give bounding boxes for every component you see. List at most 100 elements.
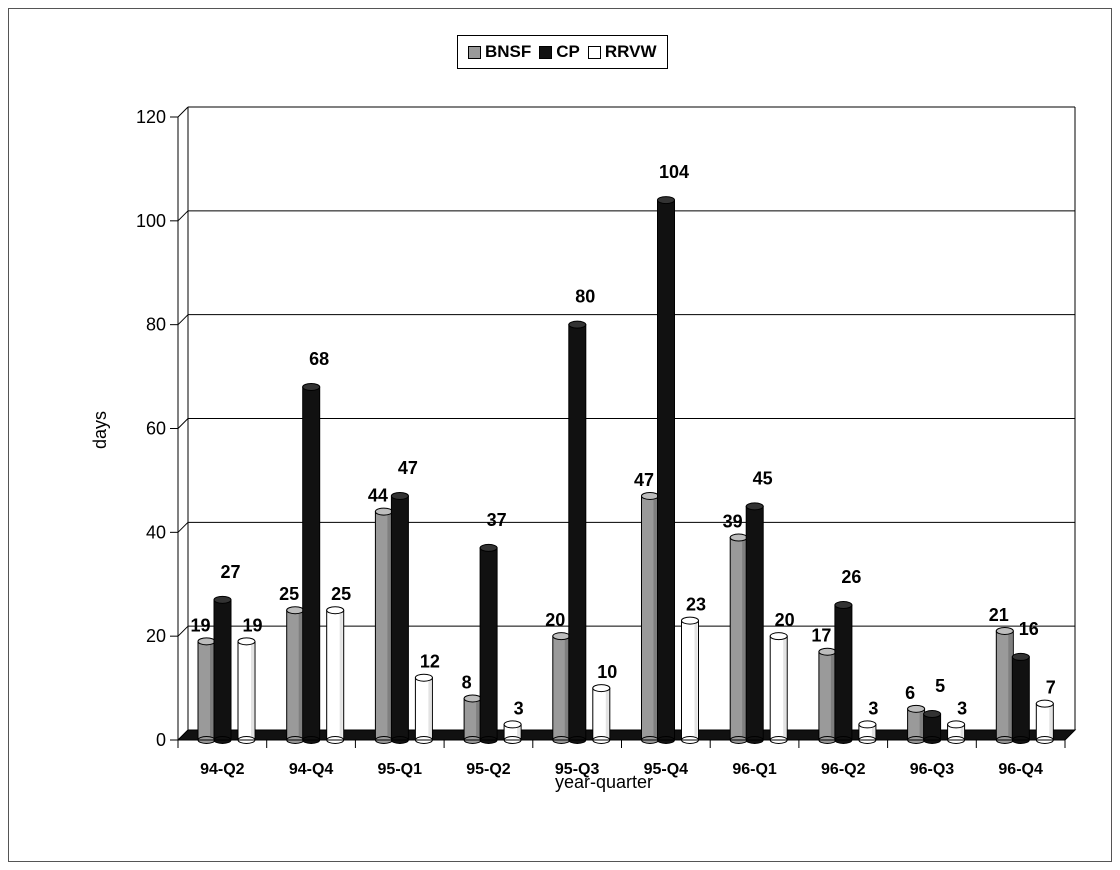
data-label-bnsf-94-Q4: 25 xyxy=(279,584,299,604)
bar-cp-95-Q3 xyxy=(568,320,587,744)
data-label-cp-96-Q3: 5 xyxy=(935,676,945,696)
y-tick-label-80: 80 xyxy=(146,315,166,335)
x-tick-label-95-Q4: 95-Q4 xyxy=(644,761,689,778)
data-label-rrvw-95-Q1: 12 xyxy=(420,652,440,672)
side-tick-60 xyxy=(177,418,189,429)
bar-cap xyxy=(1011,652,1030,661)
bar-cap xyxy=(657,196,675,205)
bar-cp-96-Q1 xyxy=(745,502,764,744)
bar-shade xyxy=(517,724,521,740)
bar-cap xyxy=(568,320,587,329)
chart-frame: BNSF CP RRVW xyxy=(8,8,1112,862)
bar-bnsf-94-Q2 xyxy=(197,637,216,744)
bar-bnsf-95-Q3 xyxy=(552,632,571,744)
bar-shade xyxy=(387,511,392,740)
bar-cap xyxy=(463,694,482,703)
data-label-bnsf-95-Q3: 20 xyxy=(545,610,565,630)
bar-cap xyxy=(326,606,345,615)
data-label-rrvw-95-Q3: 10 xyxy=(597,662,617,682)
data-label-rrvw-96-Q1: 20 xyxy=(775,610,795,630)
data-label-rrvw-96-Q4: 7 xyxy=(1046,678,1056,698)
bar-body xyxy=(390,495,409,741)
data-label-rrvw-94-Q2: 19 xyxy=(242,615,262,635)
bar-cap xyxy=(995,626,1014,635)
x-tick-label-94-Q2: 94-Q2 xyxy=(200,761,245,778)
bar-shade xyxy=(339,610,343,740)
bar-body xyxy=(745,505,764,741)
bar-bnsf-96-Q2 xyxy=(818,647,837,744)
data-label-bnsf-96-Q2: 17 xyxy=(811,626,831,646)
legend-label-bnsf: BNSF xyxy=(485,42,532,61)
bar-cp-95-Q2 xyxy=(479,543,498,744)
legend-swatch-rrvw xyxy=(587,45,601,59)
bar-bnsf-96-Q4 xyxy=(995,626,1014,744)
bar-shade xyxy=(1049,703,1053,740)
data-label-cp-94-Q4: 68 xyxy=(309,349,329,369)
x-tick-label-96-Q2: 96-Q2 xyxy=(821,761,866,778)
legend-swatch-bnsf xyxy=(468,45,481,59)
data-label-cp-94-Q2: 27 xyxy=(220,562,240,582)
y-tick-label-100: 100 xyxy=(136,211,166,231)
data-label-cp-96-Q2: 26 xyxy=(841,567,861,587)
y-tick-label-60: 60 xyxy=(146,419,166,439)
legend-label-rrvw: RRVW xyxy=(604,42,657,61)
axes: 94-Q2 94-Q4 95-Q1 95-Q2 95-Q3 95-Q4 96-Q1 96-Q2… xyxy=(136,107,1066,778)
x-tick-label-95-Q1: 95-Q1 xyxy=(378,761,423,778)
bar-body xyxy=(213,599,232,741)
data-label-cp-96-Q1: 45 xyxy=(753,468,773,488)
bar-shade xyxy=(871,724,875,740)
bar-bnsf-94-Q4 xyxy=(286,606,305,744)
bar-cp-95-Q1 xyxy=(390,491,409,744)
data-label-bnsf-96-Q4: 21 xyxy=(989,605,1009,625)
data-label-rrvw-95-Q4: 23 xyxy=(686,595,706,615)
bar-cap xyxy=(818,647,837,656)
x-tick-label-95-Q2: 95-Q2 xyxy=(466,761,511,778)
bar-shade xyxy=(1008,630,1013,740)
bar-cap xyxy=(681,616,699,625)
bar-rrvw-94-Q4 xyxy=(326,606,345,744)
bar-shade xyxy=(694,620,698,740)
chart-legend: BNSF CP RRVW xyxy=(457,35,668,69)
data-label-cp-95-Q4: 104 xyxy=(659,162,689,182)
bar-shade xyxy=(476,698,481,740)
bar-body xyxy=(834,604,853,741)
y-tick-label-0: 0 xyxy=(156,730,166,750)
bar-cp-94-Q4 xyxy=(302,382,321,744)
data-label-bnsf-96-Q1: 39 xyxy=(723,512,743,532)
bar-shade xyxy=(428,677,432,740)
data-label-rrvw-96-Q2: 3 xyxy=(868,698,878,718)
bar-cp-96-Q3 xyxy=(923,710,942,744)
legend-item-cp: CP xyxy=(539,42,580,62)
legend-item-bnsf: BNSF xyxy=(468,42,531,62)
data-label-bnsf-95-Q1: 44 xyxy=(368,486,388,506)
bar-cp-95-Q4 xyxy=(657,196,675,744)
bar-cap xyxy=(414,673,433,682)
bar-rrvw-95-Q3 xyxy=(592,684,611,744)
bar-cap xyxy=(641,491,659,500)
bar-shade xyxy=(783,636,787,740)
legend-item-rrvw: RRVW xyxy=(587,42,657,62)
bar-bnsf-95-Q2 xyxy=(463,694,482,744)
bar-cp-96-Q2 xyxy=(834,601,853,744)
bar-shade xyxy=(653,495,658,740)
bar-cap xyxy=(858,720,877,729)
bar-shade xyxy=(251,641,254,740)
bar-bnsf-96-Q1 xyxy=(729,533,748,744)
bars xyxy=(197,196,1054,744)
bar-rrvw-94-Q2 xyxy=(237,637,256,744)
bar-cap xyxy=(374,507,393,516)
bar-cap xyxy=(390,491,409,500)
bar-cap xyxy=(286,606,305,615)
bar-shade xyxy=(210,641,214,740)
bar-cap xyxy=(479,543,498,552)
y-tick-label-40: 40 xyxy=(146,522,166,542)
bar-shade xyxy=(605,688,609,740)
data-label-rrvw-94-Q4: 25 xyxy=(331,584,351,604)
bar-cap xyxy=(1035,699,1054,708)
legend-swatch-cp xyxy=(539,45,553,59)
side-tick-120 xyxy=(177,106,189,118)
data-labels: 1927192568254447128373208010471042339452… xyxy=(190,162,1055,718)
bar-rrvw-96-Q1 xyxy=(769,632,788,744)
bar-shade xyxy=(564,636,569,740)
